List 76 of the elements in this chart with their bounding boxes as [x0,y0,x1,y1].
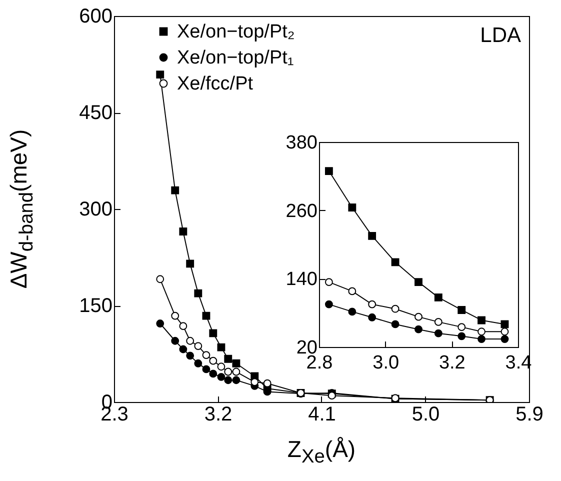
point [414,278,422,286]
point [224,376,232,384]
point [348,308,356,316]
y-tick-label: 140 [286,269,318,290]
point [186,260,194,268]
point [232,359,240,368]
legend-label: Xe/on−top/Pt₁ [177,48,294,68]
point [414,325,422,334]
legend-label: Xe/on−top/Pt₂ [177,22,295,42]
point [263,379,272,388]
point [500,320,509,328]
point [500,335,509,343]
point [500,328,509,336]
point [194,289,202,298]
point [348,204,356,212]
point [171,336,180,345]
x-axis-title: Z$_{Xe}$(Å) [287,436,356,469]
point [368,232,376,240]
point [202,312,210,320]
x-tick-label: 3.0 [372,352,400,374]
point [202,351,210,359]
point [179,345,188,354]
point [179,228,188,236]
point [232,376,240,384]
point [202,365,210,374]
annotation: LDA [480,24,521,48]
point [224,354,232,363]
x-tick-label: 3.2 [438,352,466,374]
point [458,306,466,314]
point [194,342,202,350]
point [391,258,400,266]
point [156,70,164,79]
point [156,275,164,284]
point [171,312,180,320]
point [324,278,333,286]
point [209,329,218,338]
point [217,362,226,371]
point [434,329,442,338]
y-tick-label: 260 [286,200,318,222]
y-tick-label: 380 [286,132,318,154]
point [224,368,232,376]
point [156,320,164,328]
point [324,300,333,308]
x-tick-label: 5.9 [516,404,544,426]
point [458,323,466,332]
point [391,304,400,313]
y-tick-label: 450 [79,102,112,124]
point [478,335,486,343]
point [186,352,194,360]
point [217,372,226,381]
legend-label: Xe/fcc/Pt [177,74,254,94]
x-tick-label: 4.1 [308,404,336,426]
point [217,343,226,352]
y-tick-label: 150 [79,295,112,317]
point [368,313,376,322]
point [179,322,188,330]
point [434,293,442,302]
point [324,167,333,176]
point [209,370,218,378]
y-tick-label: 300 [79,198,112,220]
point [171,186,180,194]
point [478,316,486,324]
point [391,320,400,328]
point [458,332,466,340]
point [368,300,376,308]
point [186,336,194,345]
point [348,287,356,296]
y-tick-label: 600 [79,6,112,28]
x-tick-label: 3.2 [204,404,232,426]
point [209,356,218,365]
point [232,368,240,376]
point [194,359,202,368]
point [414,312,422,321]
point [478,328,486,336]
x-tick-label: 5.0 [412,404,440,426]
point [434,318,442,326]
